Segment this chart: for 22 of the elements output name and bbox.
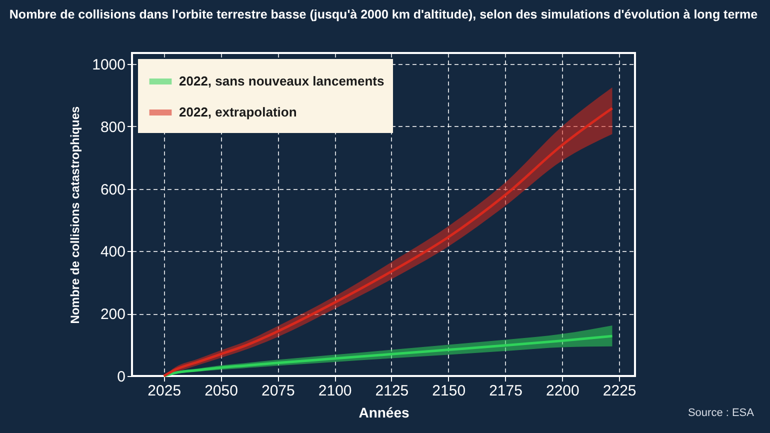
x-tick-label: 2225 — [602, 382, 636, 400]
x-tick-label: 2050 — [204, 382, 238, 400]
x-tick-label: 2100 — [318, 382, 352, 400]
legend-label: 2022, extrapolation — [179, 104, 297, 120]
y-tick-label: 0 — [117, 368, 126, 386]
chart-title: Nombre de collisions dans l'orbite terrestre basse (jusqu'à 2000 km d'altitude), selon des simulations d'évolution à long terme — [9, 8, 758, 22]
x-tick-label: 2175 — [489, 382, 522, 400]
x-tick-label: 2075 — [261, 382, 295, 400]
y-axis-title: Nombre de collisions catastrophiques — [68, 106, 82, 324]
source-note: Source : ESA — [688, 407, 754, 419]
x-tick-label: 2150 — [432, 382, 466, 400]
legend-label: 2022, sans nouveaux lancements — [179, 74, 384, 88]
x-tick-label: 2200 — [546, 382, 580, 400]
y-tick-label: 800 — [100, 118, 126, 136]
y-tick-label: 600 — [100, 181, 126, 198]
y-tick-label: 200 — [100, 306, 126, 324]
line-series — [162, 334, 614, 378]
x-tick-label: 2025 — [148, 382, 182, 400]
y-tick-label: 1000 — [92, 56, 126, 74]
x-tick-label: 2125 — [375, 382, 409, 400]
y-tick-label: 400 — [100, 244, 126, 261]
x-axis-title: Années — [358, 404, 410, 420]
